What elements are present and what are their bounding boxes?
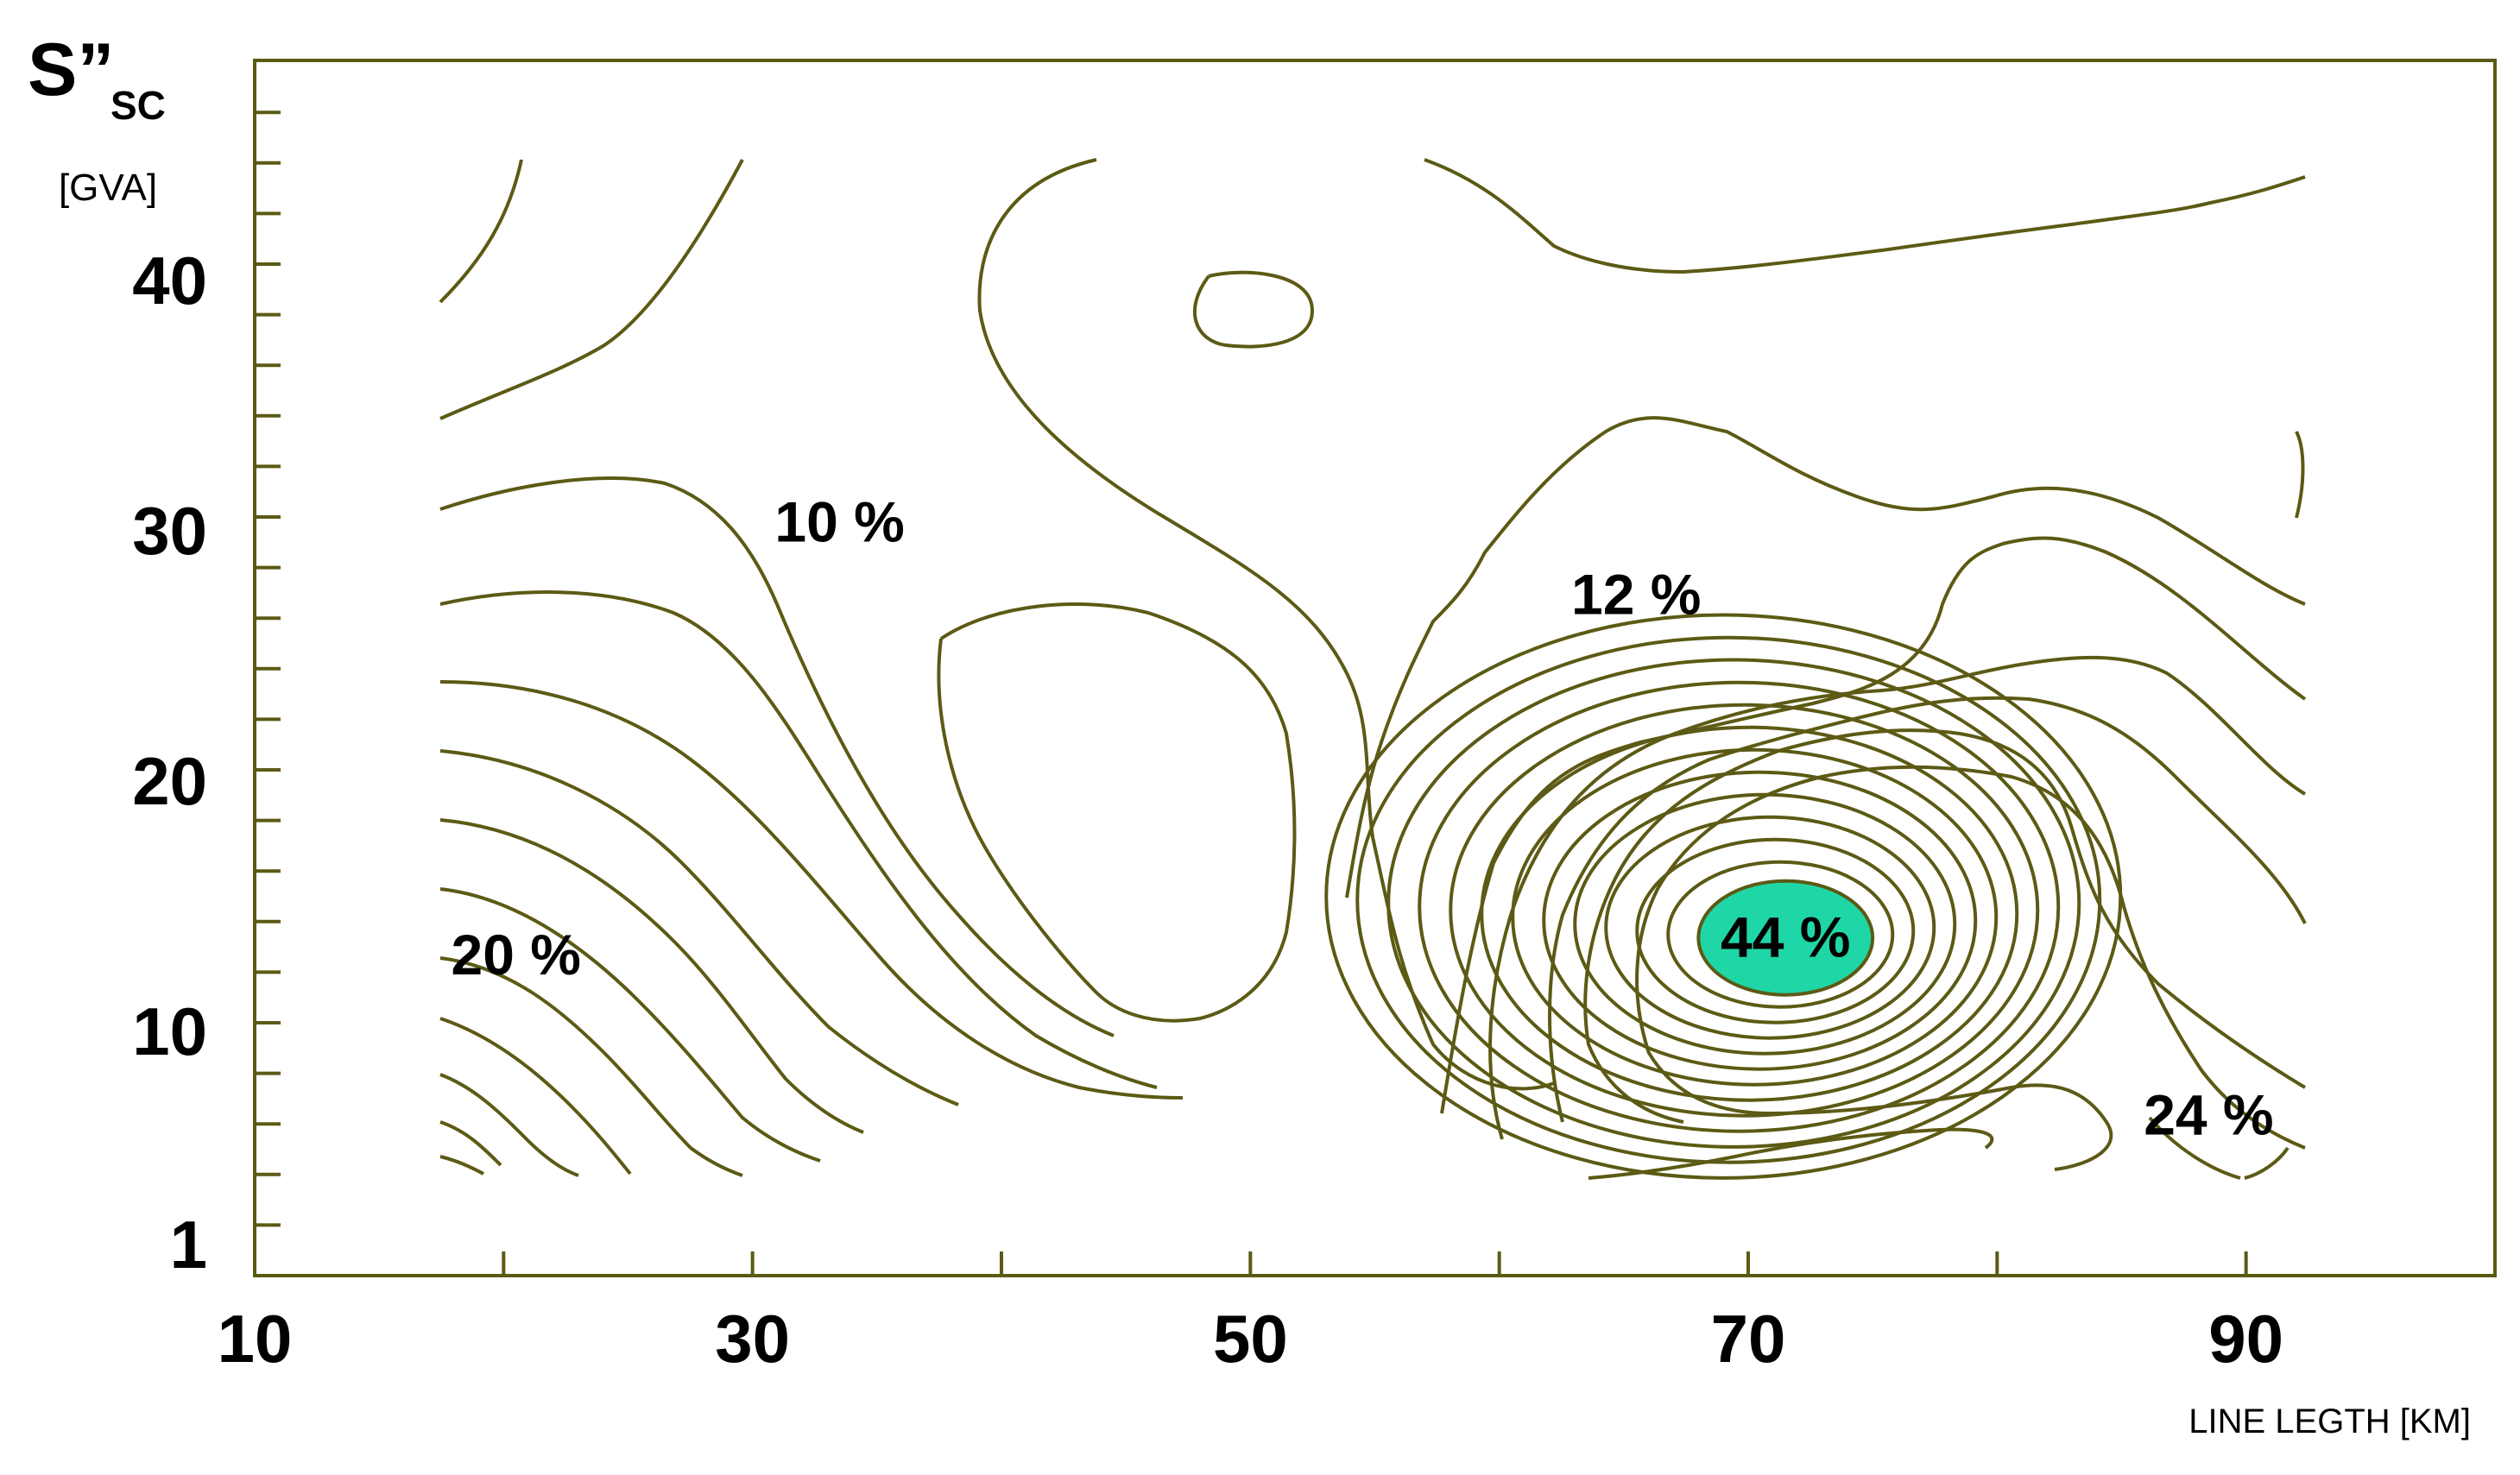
y-axis-unit: [GVA] xyxy=(59,167,157,209)
y-tick-label-20: 20 xyxy=(132,743,207,819)
contour-line xyxy=(2295,431,2305,519)
contour-line xyxy=(439,1073,579,1177)
contour-line xyxy=(439,749,959,1106)
contour-line xyxy=(439,1155,484,1176)
contour-line xyxy=(439,956,743,1177)
contour-line xyxy=(1542,770,1978,1071)
x-tick-label-30: 30 xyxy=(715,1301,790,1377)
contour-line xyxy=(439,159,523,304)
contour-line xyxy=(937,602,1297,1023)
contour-line xyxy=(977,158,1555,1091)
contour-line xyxy=(439,476,1115,1037)
y-axis-label: S” xyxy=(28,28,114,111)
contour-line xyxy=(1588,1127,1994,1180)
peak-region-44 xyxy=(1696,879,1875,997)
contour-label: 10 % xyxy=(774,489,904,553)
contour-line xyxy=(439,887,821,1163)
contour-line xyxy=(439,159,744,420)
contour-line xyxy=(1355,635,2102,1164)
contour-line xyxy=(2244,1146,2289,1180)
contour-labels: 10 % 12 % 20 % 44 % 24 % xyxy=(452,489,2274,1146)
contour-line xyxy=(1193,270,1315,349)
contour-label: 12 % xyxy=(1571,562,1701,626)
contour-line xyxy=(439,590,1158,1089)
x-axis-label: LINE LEGTH [KM] xyxy=(2188,1403,2471,1440)
y-tick-label-1: 1 xyxy=(170,1207,207,1283)
x-tick-label-70: 70 xyxy=(1711,1301,1786,1377)
contour-line xyxy=(1511,747,1999,1087)
contour-line xyxy=(1424,158,2306,274)
contour-line xyxy=(1635,837,1916,1024)
x-tick-label-90: 90 xyxy=(2208,1301,2283,1377)
contour-line xyxy=(439,680,1184,1100)
peak-region xyxy=(1696,879,1875,997)
x-tick-label-50: 50 xyxy=(1213,1301,1288,1377)
contour-line xyxy=(1604,815,1936,1040)
contour-line xyxy=(2148,1116,2241,1180)
contour-line xyxy=(1573,792,1957,1056)
contour-line xyxy=(1386,658,2081,1149)
contour-line xyxy=(439,818,864,1134)
y-tick-label-30: 30 xyxy=(132,493,207,569)
contour-line xyxy=(1345,416,2306,898)
contour-line xyxy=(1480,725,2019,1102)
contour-line xyxy=(439,1017,632,1176)
y-tick-label-40: 40 xyxy=(132,243,207,318)
contour-line xyxy=(439,1120,502,1167)
contour-label: 24 % xyxy=(2144,1083,2273,1147)
contour-lines xyxy=(439,158,2307,1180)
y-axis-label-subscript: SC xyxy=(111,83,166,128)
contour-line xyxy=(1548,696,2307,1123)
y-tick-label-10: 10 xyxy=(132,993,207,1069)
x-tick-label-10: 10 xyxy=(218,1301,293,1377)
contour-line xyxy=(1324,613,2123,1180)
contour-line xyxy=(1418,680,2061,1133)
contour-label: 20 % xyxy=(452,923,581,986)
contour-line xyxy=(1449,703,2040,1118)
contour-label: 44 % xyxy=(1721,905,1850,969)
contour-line xyxy=(1666,860,1895,1009)
